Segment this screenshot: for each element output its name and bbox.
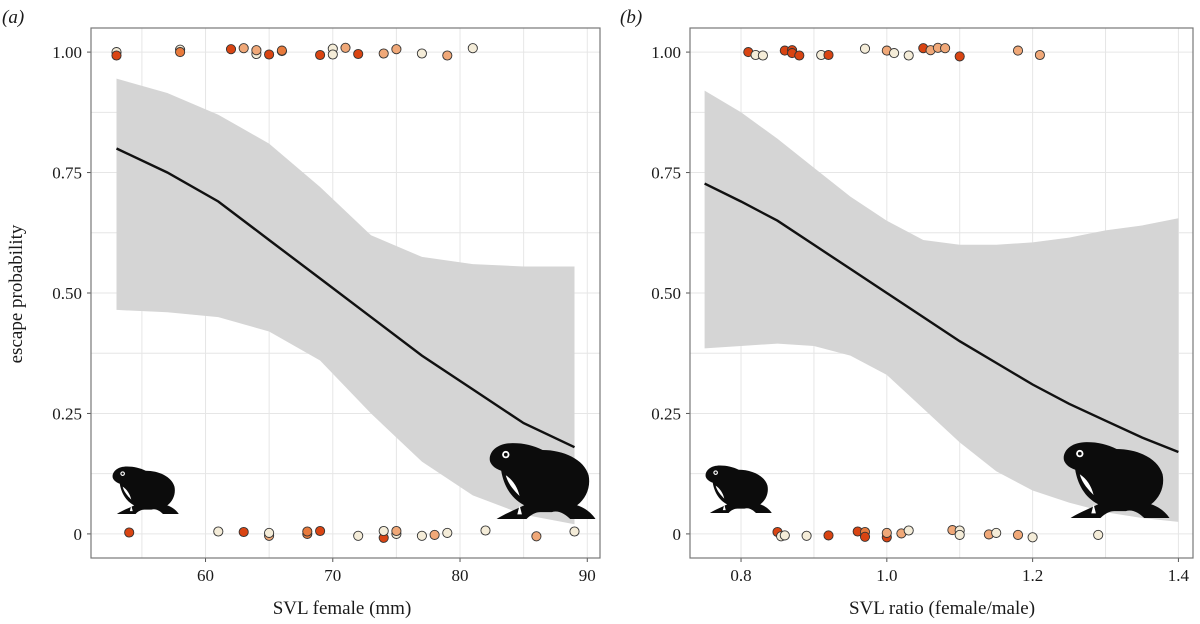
data-point xyxy=(315,525,326,537)
panel-b-x-axis-title: SVL ratio (female/male) xyxy=(849,598,1035,619)
data-point xyxy=(251,45,262,56)
panel-a-label: (a) xyxy=(2,7,24,28)
panel-a-ticks: 60 70 80 90 0 0.25 0.50 0.75 1.00 xyxy=(52,43,596,585)
panel-b-confidence-band xyxy=(704,90,1179,522)
data-point xyxy=(442,527,453,538)
panel-a-fit-line xyxy=(115,147,576,449)
panel-b-points xyxy=(743,42,1104,543)
data-point xyxy=(1012,529,1024,540)
data-point xyxy=(111,50,122,61)
y-tick-label: 0.25 xyxy=(52,404,82,423)
y-tick-label: 0.50 xyxy=(651,284,681,303)
data-point xyxy=(353,48,364,60)
panel-b-border xyxy=(689,27,1194,559)
small-frog-icon xyxy=(705,465,772,513)
data-point xyxy=(416,48,427,59)
data-point xyxy=(757,50,768,61)
data-point xyxy=(391,44,402,55)
panel-a-points xyxy=(111,42,580,543)
data-point xyxy=(302,526,313,537)
data-point xyxy=(378,48,389,59)
data-point xyxy=(823,49,834,61)
data-point xyxy=(315,49,326,61)
data-point xyxy=(794,50,805,61)
x-tick-label: 1.2 xyxy=(1022,566,1043,585)
data-point xyxy=(225,44,237,55)
y-tick-label: 0.25 xyxy=(651,404,681,423)
data-point xyxy=(124,527,135,538)
data-point xyxy=(1012,45,1024,56)
panel-a-border xyxy=(90,27,601,559)
data-point xyxy=(779,530,790,541)
x-tick-label: 1.4 xyxy=(1168,566,1190,585)
data-point xyxy=(954,51,965,62)
x-tick-label: 70 xyxy=(324,566,341,585)
data-point xyxy=(264,49,275,60)
data-point xyxy=(569,526,580,537)
data-point xyxy=(859,43,871,54)
data-point xyxy=(213,526,224,537)
y-tick-label: 1.00 xyxy=(52,43,82,62)
y-tick-label: 1.00 xyxy=(651,43,681,62)
data-point xyxy=(467,43,478,54)
panel-b-label: (b) xyxy=(620,7,642,28)
data-point xyxy=(391,525,402,537)
x-tick-label: 0.8 xyxy=(730,566,751,585)
y-tick-label: 0 xyxy=(74,525,83,544)
data-point xyxy=(480,525,491,536)
data-point xyxy=(264,527,275,538)
data-point xyxy=(1034,49,1045,61)
panel-b: (b) SVL ratio (female/male) 0.8 1.0 1.2 1.4… xyxy=(620,7,1194,619)
data-point xyxy=(340,42,351,53)
data-point xyxy=(881,527,892,538)
fit-line xyxy=(115,147,576,449)
confidence-band xyxy=(704,90,1179,522)
y-tick-label: 0.50 xyxy=(52,284,82,303)
data-point xyxy=(889,48,900,59)
data-point xyxy=(859,531,871,542)
panel-a-x-axis-title: SVL female (mm) xyxy=(273,598,412,619)
data-point xyxy=(801,530,812,541)
data-point xyxy=(238,43,249,54)
data-point xyxy=(903,50,914,61)
x-tick-label: 60 xyxy=(197,566,214,585)
data-point xyxy=(903,525,914,536)
x-tick-label: 1.0 xyxy=(876,566,897,585)
data-point xyxy=(416,530,427,541)
data-point xyxy=(823,530,834,541)
data-point xyxy=(276,45,287,56)
data-point xyxy=(353,530,364,541)
panel-b-fit-line xyxy=(704,182,1179,454)
data-point xyxy=(940,43,951,54)
data-point xyxy=(531,531,542,542)
panel-a: (a) escape probability SVL female (mm) 6… xyxy=(2,7,601,619)
fit-line xyxy=(704,182,1179,454)
data-point xyxy=(991,527,1002,538)
panel-b-ticks: 0.8 1.0 1.2 1.4 0 0.25 0.50 0.75 1.00 xyxy=(651,43,1189,585)
data-point xyxy=(327,49,338,60)
confidence-band xyxy=(116,78,575,525)
data-point xyxy=(1027,532,1038,543)
x-tick-label: 90 xyxy=(579,566,596,585)
y-tick-label: 0.75 xyxy=(651,164,681,183)
data-point xyxy=(954,529,965,540)
data-point xyxy=(1093,529,1104,540)
data-point xyxy=(175,47,186,58)
panel-a-confidence-band xyxy=(116,78,575,525)
data-point xyxy=(429,529,440,540)
y-tick-label: 0 xyxy=(673,525,682,544)
data-point xyxy=(238,526,249,538)
y-tick-label: 0.75 xyxy=(52,164,82,183)
x-tick-label: 80 xyxy=(452,566,469,585)
data-point xyxy=(378,525,389,537)
y-axis-title: escape probability xyxy=(6,224,27,363)
data-point xyxy=(442,50,453,61)
